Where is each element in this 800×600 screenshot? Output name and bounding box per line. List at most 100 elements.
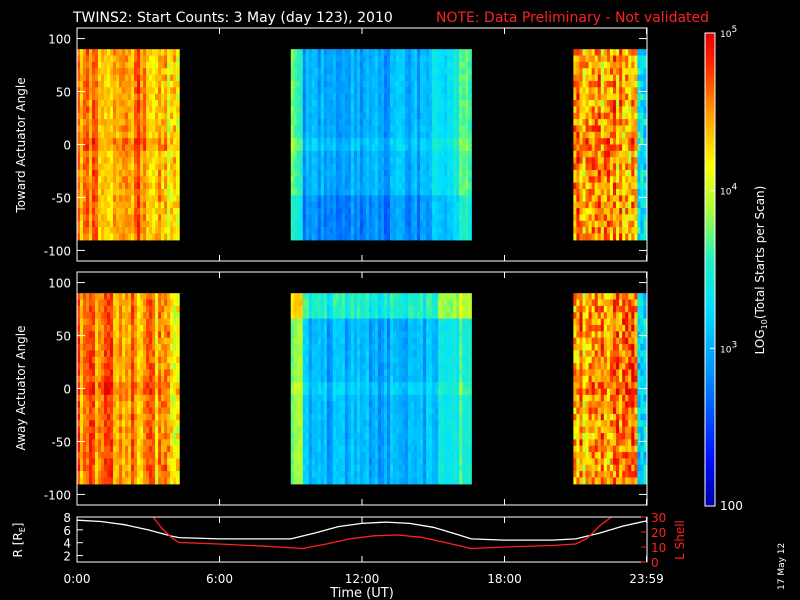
heatmap-cell [320,138,325,146]
heatmap-cell [335,157,340,165]
heatmap-cell [365,61,370,69]
heatmap-cell [600,188,605,196]
heatmap-cell [628,220,632,228]
heatmap-cell [359,68,364,76]
heatmap-cell [453,220,457,228]
heatmap-cell [134,233,138,241]
heatmap-cell [453,138,457,146]
heatmap-cell [616,80,620,88]
heatmap-cell [459,138,463,146]
heatmap-cell [414,93,418,101]
heatmap-cell [167,388,171,396]
heatmap-cell [462,49,466,57]
heatmap-cell [356,112,361,120]
heatmap-cell [164,68,168,76]
heatmap-cell [116,144,120,152]
heatmap-cell [393,106,397,114]
heatmap-cell [438,131,442,139]
heatmap-cell [387,87,391,95]
heatmap-cell [622,68,626,76]
heatmap-cell [459,163,463,171]
heatmap-cell [119,356,123,364]
heatmap-cell [293,182,298,190]
heatmap-cell [113,157,117,165]
away-heatmap [77,293,648,485]
heatmap-cell [110,305,114,313]
heatmap-cell [423,93,427,101]
heatmap-cell [77,324,81,332]
heatmap-cell [119,214,123,222]
heatmap-cell [161,214,165,222]
heatmap-cell [161,74,165,82]
heatmap-cell [140,106,144,114]
heatmap-cell [125,305,129,313]
heatmap-cell [176,420,180,428]
heatmap-cell [356,131,361,139]
heatmap-cell [113,106,117,114]
heatmap-cell [122,445,126,453]
heatmap-cell [414,195,418,203]
heatmap-cell [371,93,376,101]
heatmap-cell [438,214,442,222]
heatmap-cell [149,49,153,57]
heatmap-cell [155,350,159,358]
heatmap-cell [119,324,123,332]
heatmap-cell [170,369,174,377]
heatmap-cell [426,138,430,146]
heatmap-cell [113,195,117,203]
heatmap-cell [167,305,171,313]
heatmap-cell [435,195,439,203]
heatmap-cell [173,201,177,209]
heatmap-cell [98,337,102,345]
heatmap-cell [116,363,120,371]
heatmap-cell [320,131,325,139]
heatmap-cell [296,188,301,196]
heatmap-cell [173,182,177,190]
heatmap-cell [362,61,367,69]
heatmap-cell [616,106,620,114]
heatmap-cell [290,331,295,339]
heatmap-cell [86,106,90,114]
heatmap-cell [134,388,138,396]
heatmap-cell [146,138,150,146]
heatmap-cell [143,464,147,472]
heatmap-cell [293,432,298,440]
heatmap-cell [107,375,111,383]
heatmap-cell [365,144,370,152]
heatmap-cell [116,324,120,332]
heatmap-cell [299,305,304,313]
heatmap-cell [332,61,337,69]
heatmap-cell [80,356,84,364]
heatmap-cell [131,227,135,235]
heatmap-cell [152,138,156,146]
heatmap-cell [158,305,162,313]
heatmap-cell [143,208,147,215]
heatmap-cell [125,220,129,228]
heatmap-cell [344,233,349,241]
heatmap-cell [640,74,645,82]
heatmap-cell [101,477,105,485]
heatmap-cell [101,74,105,82]
heatmap-cell [95,233,99,241]
heatmap-cell [143,458,147,466]
heatmap-cell [98,157,102,165]
heatmap-cell [317,337,322,345]
heatmap-cell [594,74,599,82]
heatmap-cell [143,452,147,459]
heatmap-cell [146,344,150,351]
heatmap-cell [122,337,126,345]
heatmap-cell [347,201,352,209]
heatmap-cell [83,299,87,307]
heatmap-cell [591,176,596,184]
heatmap-cell [140,407,144,415]
heatmap-cell [83,61,87,69]
heatmap-cell [101,394,105,402]
heatmap-cell [146,413,150,421]
heatmap-cell [634,163,638,171]
heatmap-cell [374,112,379,120]
heatmap-cell [173,445,177,453]
heatmap-cell [603,163,608,171]
heatmap-cell [140,49,144,57]
heatmap-cell [305,80,310,88]
heatmap-cell [317,233,322,241]
